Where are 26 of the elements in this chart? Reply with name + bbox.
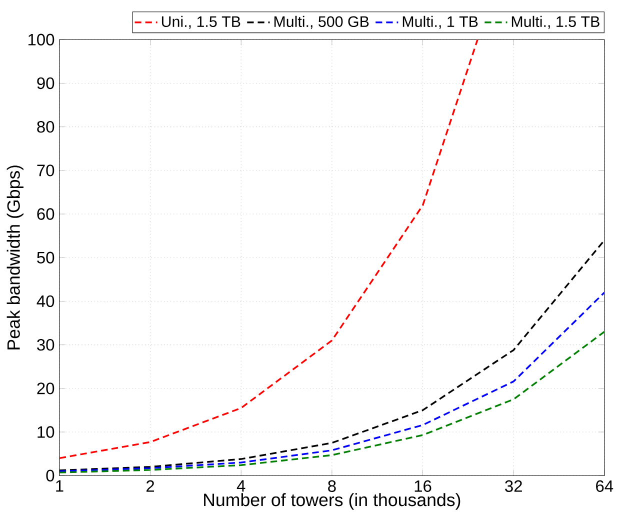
x-tick-label: 1 bbox=[56, 480, 64, 492]
y-tick-label: 10 bbox=[38, 426, 54, 438]
y-tick-label: 100 bbox=[28, 34, 54, 46]
x-tick-label: 2 bbox=[146, 480, 154, 492]
legend-label: Uni., 1.5 TB bbox=[162, 16, 240, 29]
y-tick-label: 70 bbox=[37, 164, 54, 176]
y-tick-label: 50 bbox=[37, 252, 54, 264]
x-tick-label: 32 bbox=[505, 480, 522, 492]
x-tick-label: 16 bbox=[414, 480, 432, 492]
y-tick-label: 40 bbox=[36, 295, 54, 307]
legend-label: Multi., 500 GB bbox=[274, 16, 369, 29]
x-tick-label: 8 bbox=[328, 480, 336, 492]
legend-label: Multi., 1 TB bbox=[402, 16, 478, 29]
y-tick-label: 20 bbox=[37, 382, 54, 394]
x-axis-title: Number of towers (in thousands) bbox=[204, 492, 460, 510]
y-tick-label: 90 bbox=[37, 77, 54, 89]
legend-label: Multi., 1.5 TB bbox=[512, 16, 600, 29]
x-tick-label: 64 bbox=[596, 480, 614, 492]
y-tick-label: 30 bbox=[37, 338, 54, 351]
y-tick-label: 0 bbox=[46, 470, 54, 482]
line-series bbox=[59, 330, 604, 474]
y-axis-title: Peak bandwidth (Gbps) bbox=[6, 165, 24, 350]
y-tick-label: 80 bbox=[37, 120, 54, 133]
y-tick-label: 60 bbox=[37, 208, 54, 220]
line-series bbox=[59, 292, 604, 472]
x-tick-label: 4 bbox=[236, 480, 246, 492]
